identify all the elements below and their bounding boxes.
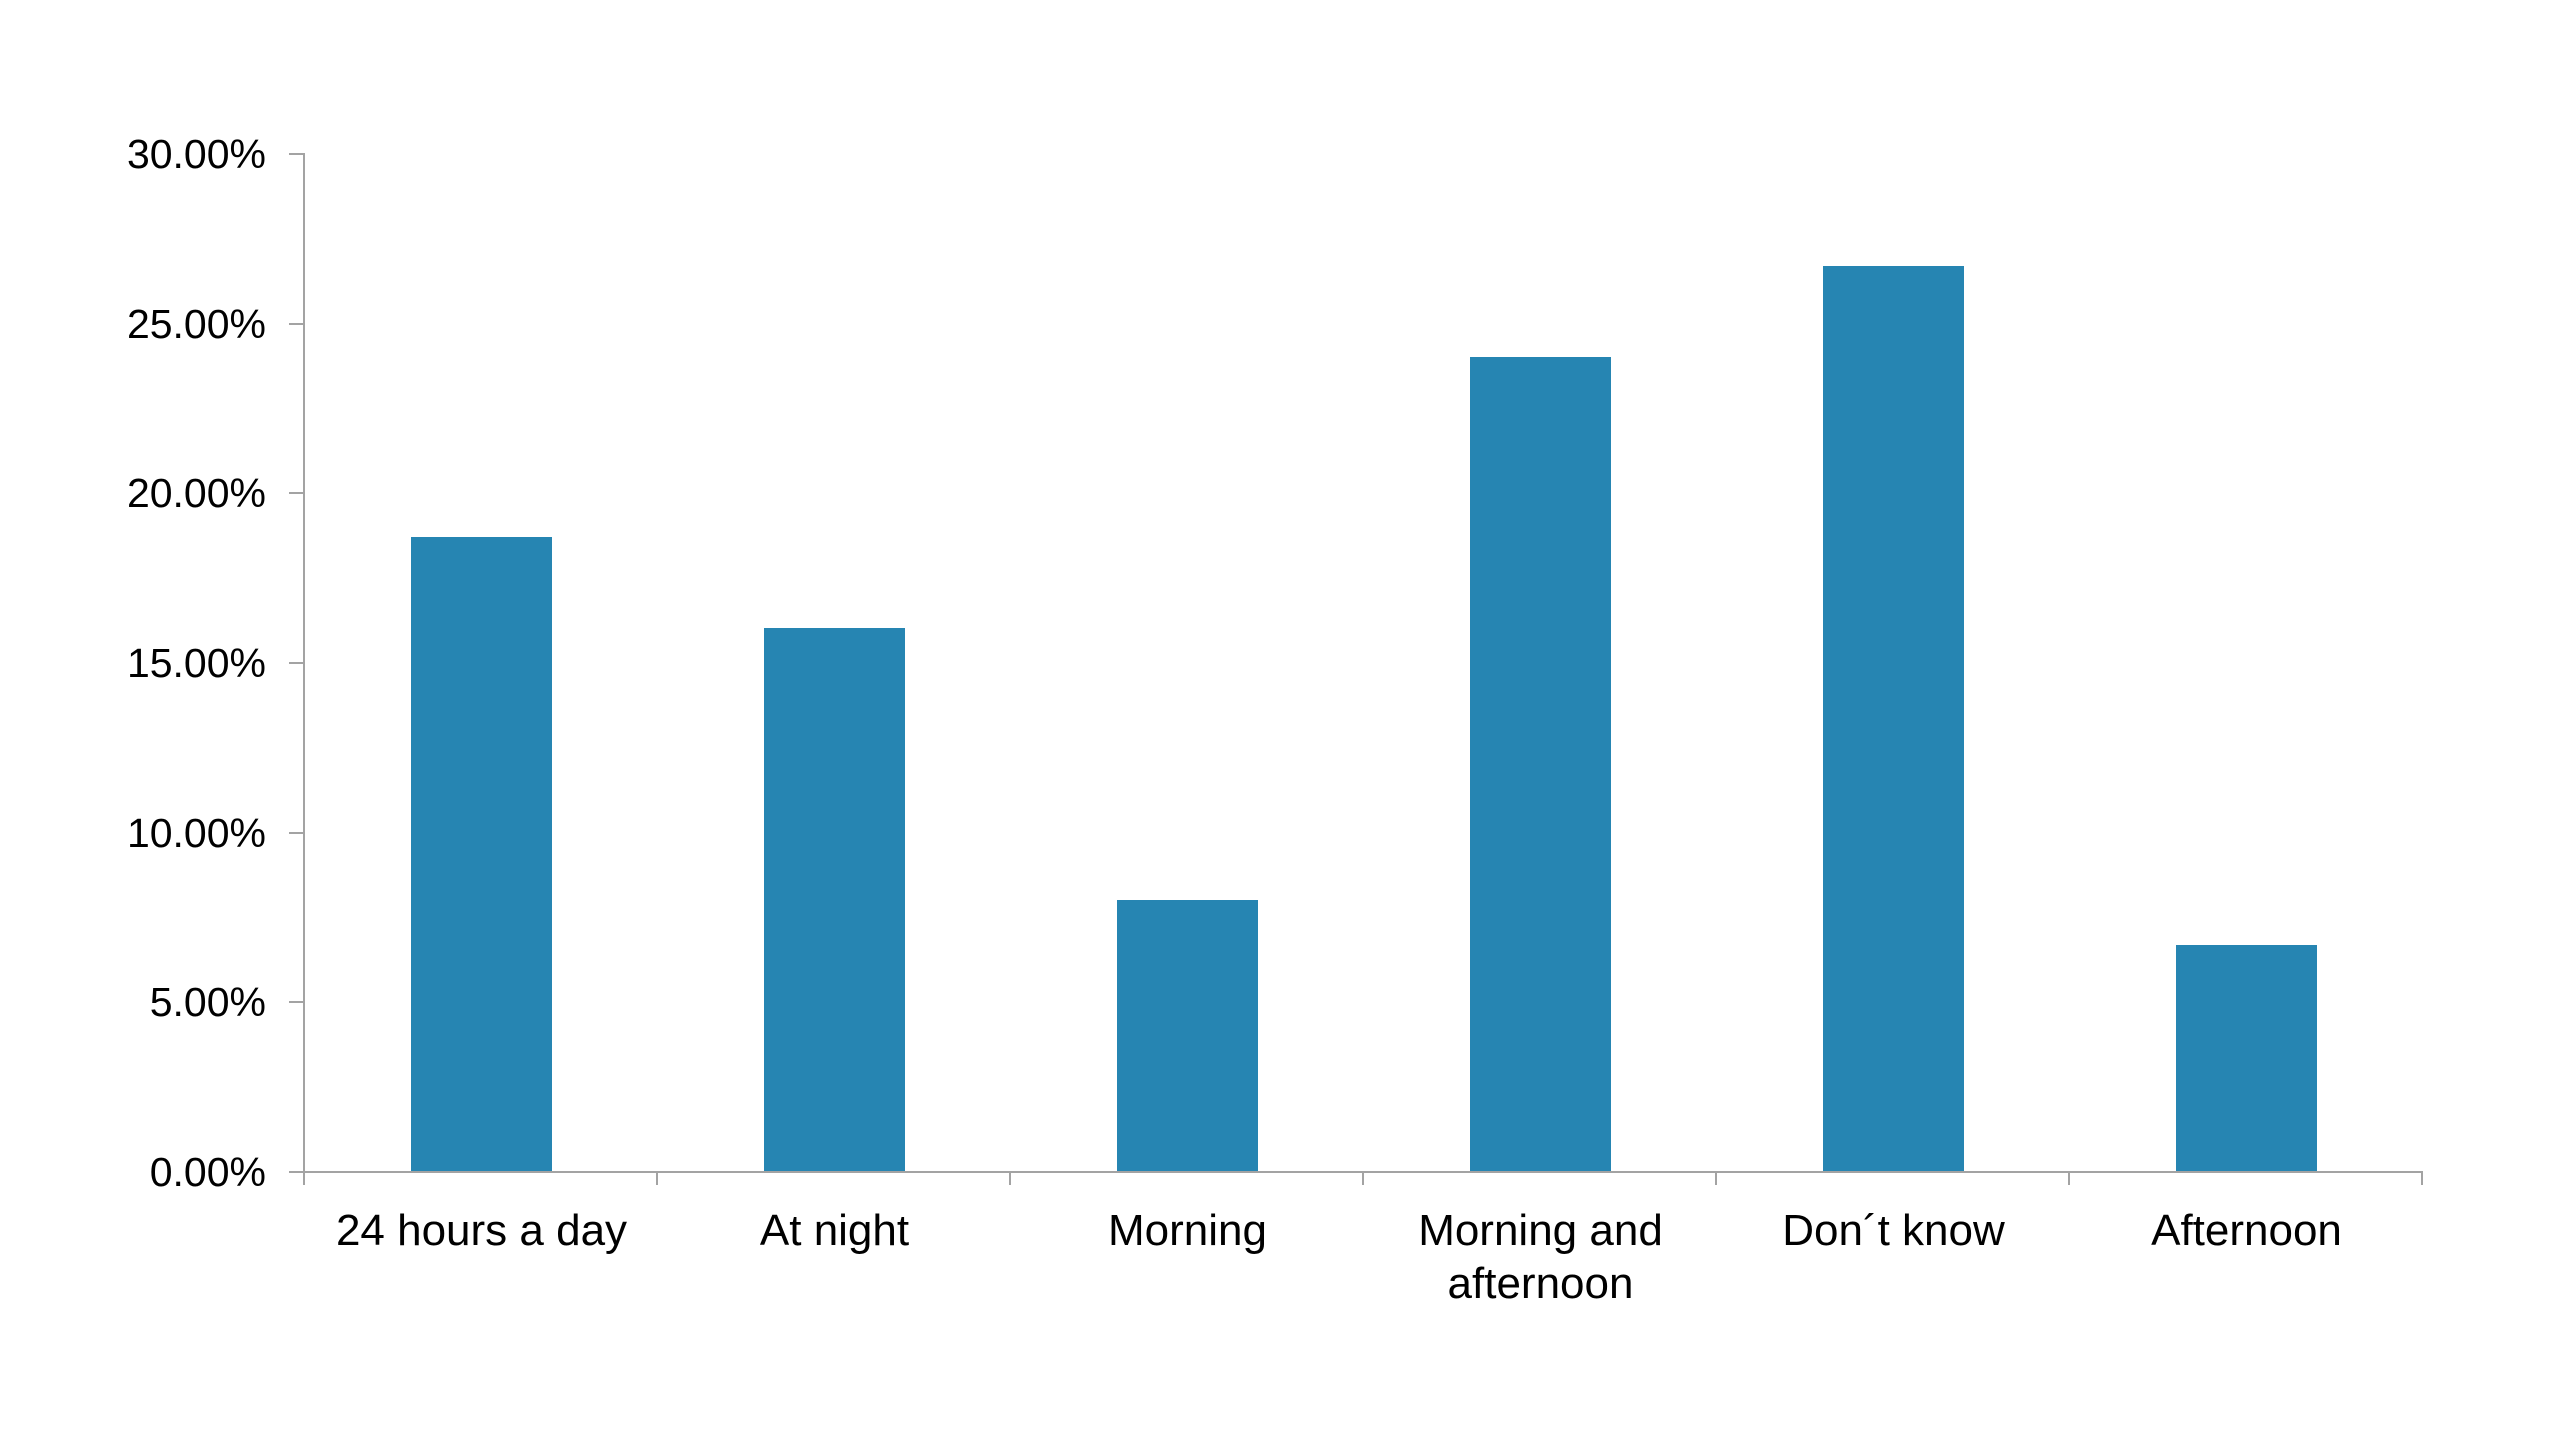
bar-morning xyxy=(1117,899,1258,1171)
x-tick-mark xyxy=(1009,1171,1011,1185)
x-axis-label-morning: Morning xyxy=(1108,1206,1267,1255)
x-tick-mark xyxy=(2068,1171,2070,1185)
x-axis-label-don-t-know: Don´t know xyxy=(1782,1206,2005,1255)
bar-afternoon xyxy=(2176,944,2317,1171)
x-axis-label-24-hours-a-day: 24 hours a day xyxy=(335,1206,628,1255)
y-tick-mark xyxy=(289,322,305,325)
bar-at-night xyxy=(764,628,905,1171)
y-tick-label: 25.00% xyxy=(126,300,266,347)
y-tick-label: 20.00% xyxy=(126,470,266,517)
y-tick-mark xyxy=(289,1001,305,1004)
x-tick-mark xyxy=(656,1171,658,1185)
x-tick-mark xyxy=(1362,1171,1364,1185)
x-axis-line xyxy=(289,1171,2423,1173)
x-tick-mark xyxy=(303,1171,305,1185)
y-tick-mark xyxy=(289,492,305,495)
x-axis-label-at-night: At night xyxy=(759,1206,910,1255)
y-tick-mark xyxy=(289,153,305,155)
x-tick-mark xyxy=(1715,1171,1717,1185)
y-tick-mark xyxy=(289,831,305,834)
x-axis-label-morning-and-afternoon: Morning and afternoon xyxy=(1418,1206,1663,1308)
y-tick-label: 0.00% xyxy=(149,1149,266,1195)
bar-24-hours-a-day xyxy=(411,537,552,1171)
bar-don-t-know xyxy=(1823,265,1964,1171)
y-tick-label: 30.00% xyxy=(126,131,266,177)
y-tick-label: 10.00% xyxy=(126,809,266,856)
bar-morning-and-afternoon xyxy=(1470,356,1611,1171)
x-tick-mark xyxy=(2421,1171,2423,1185)
y-tick-label: 5.00% xyxy=(149,979,266,1026)
y-tick-mark xyxy=(289,662,305,664)
x-axis-label-afternoon: Afternoon xyxy=(2151,1206,2342,1255)
y-tick-mark xyxy=(289,1171,305,1173)
y-tick-label: 15.00% xyxy=(126,640,266,686)
